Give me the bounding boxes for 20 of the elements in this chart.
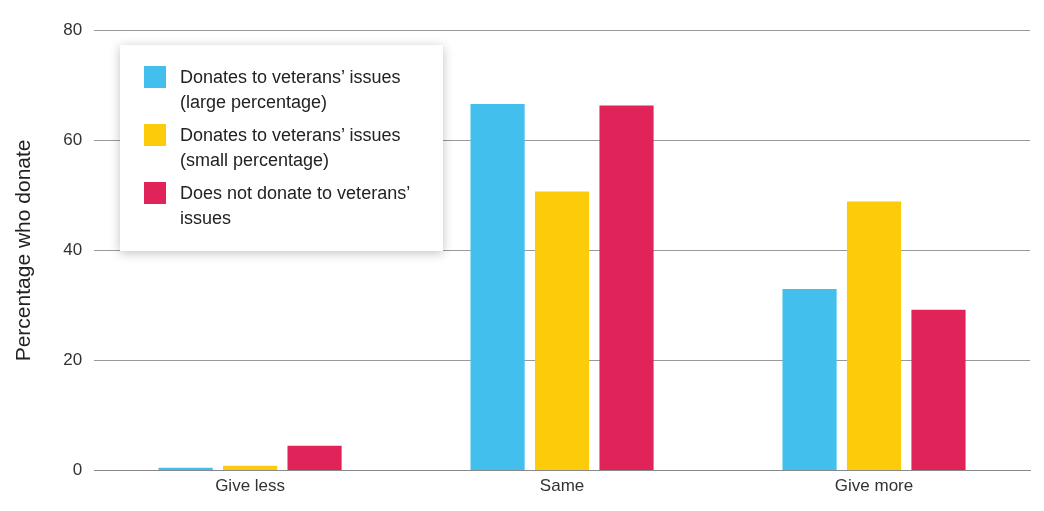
- bar: [287, 445, 342, 471]
- legend-label: Donates to veterans’ issues (large percentage): [180, 66, 402, 114]
- bar: [782, 288, 837, 471]
- y-axis-title: Percentage who donate: [11, 139, 35, 362]
- bar: [599, 105, 654, 471]
- legend-label: Does not donate to veterans’ issues: [180, 182, 411, 230]
- legend-label: Donates to veterans’ issues (small percentage): [180, 124, 402, 172]
- x-tick-label: Give less: [215, 476, 286, 496]
- bar: [846, 201, 902, 471]
- bar: [470, 103, 525, 471]
- y-tick-label: 60: [63, 129, 83, 149]
- y-tick-label: 0: [72, 460, 83, 480]
- y-tick-label: 20: [63, 350, 83, 370]
- x-tick-label: Same: [539, 476, 585, 496]
- bar: [534, 191, 590, 471]
- bar: [223, 465, 278, 471]
- bar: [911, 309, 966, 471]
- y-tick-label: 40: [63, 240, 83, 260]
- y-tick-label: 80: [63, 19, 83, 39]
- x-tick-label: Give more: [834, 476, 914, 496]
